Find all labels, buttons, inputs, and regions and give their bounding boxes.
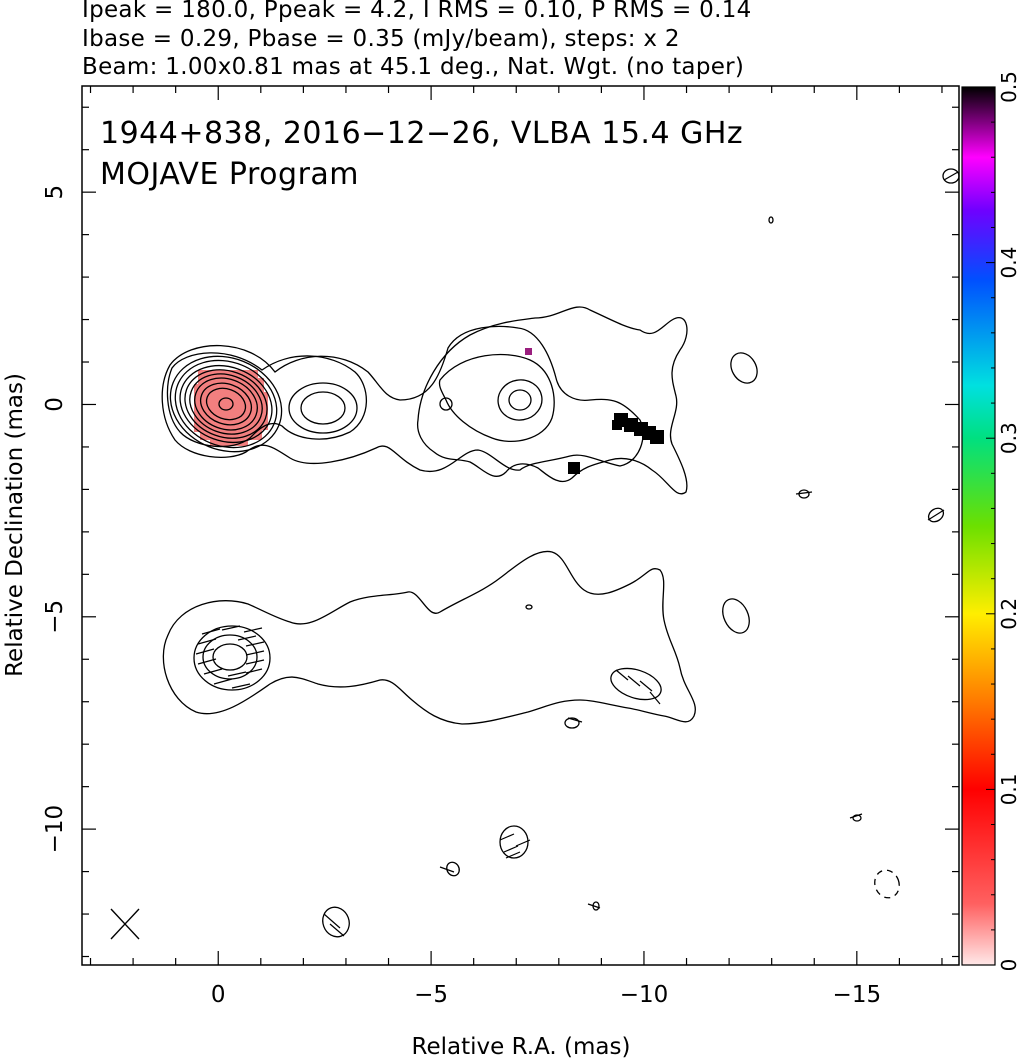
x-axis-label: Relative R.A. (mas) xyxy=(412,1034,631,1060)
plot-area: 1944+838, 2016−12−26, VLBA 15.4 GHz MOJA… xyxy=(81,85,960,966)
y-tick-labels: 5 0 −5 −10 xyxy=(42,185,68,854)
colorbar-gradient xyxy=(962,87,995,965)
y-axis-label: Relative Declination (mas) xyxy=(2,373,28,677)
y-tick-label: 0 xyxy=(42,397,68,412)
colorbar-tick-label: 0.1 xyxy=(997,773,1021,805)
y-tick-label: 5 xyxy=(42,185,68,200)
intensity-contours xyxy=(161,168,960,523)
source-annotation: 1944+838, 2016−12−26, VLBA 15.4 GHz xyxy=(100,116,743,151)
x-tick-label: −15 xyxy=(833,982,882,1008)
header-line-3: Beam: 1.00x0.81 mas at 45.1 deg., Nat. W… xyxy=(82,54,744,80)
fractional-pol-pixels xyxy=(525,348,664,474)
program-annotation: MOJAVE Program xyxy=(100,157,359,192)
y-tick-label: −5 xyxy=(42,600,68,634)
colorbar-tick-label: 0.3 xyxy=(997,422,1021,454)
y-tick-label: −10 xyxy=(42,805,68,854)
polarization-contours xyxy=(162,550,900,938)
colorbar-ticks: 0 0.1 0.2 0.3 0.4 0.5 xyxy=(986,71,1021,971)
colorbar-tick-label: 0.2 xyxy=(997,598,1021,630)
colorbar: 0 0.1 0.2 0.3 0.4 0.5 xyxy=(961,71,1021,971)
colorbar-tick-label: 0.5 xyxy=(997,71,1021,103)
colorbar-tick-label: 0.4 xyxy=(997,247,1021,279)
colorbar-frame xyxy=(961,86,996,966)
evpa-vectors xyxy=(195,171,959,937)
beam-marker xyxy=(110,908,140,940)
x-tick-labels: 0 −5 −10 −15 xyxy=(211,982,881,1008)
header-line-1: Ipeak = 180.0, Ppeak = 4.2, I RMS = 0.10… xyxy=(82,0,752,23)
header-line-2: Ibase = 0.29, Pbase = 0.35 (mJy/beam), s… xyxy=(82,26,680,52)
x-tick-label: −10 xyxy=(620,982,669,1008)
plot-frame xyxy=(81,85,960,966)
colorbar-tick-label: 0 xyxy=(997,959,1021,972)
x-tick-label: 0 xyxy=(211,982,226,1008)
x-tick-label: −5 xyxy=(414,982,448,1008)
axis-ticks xyxy=(82,86,959,965)
